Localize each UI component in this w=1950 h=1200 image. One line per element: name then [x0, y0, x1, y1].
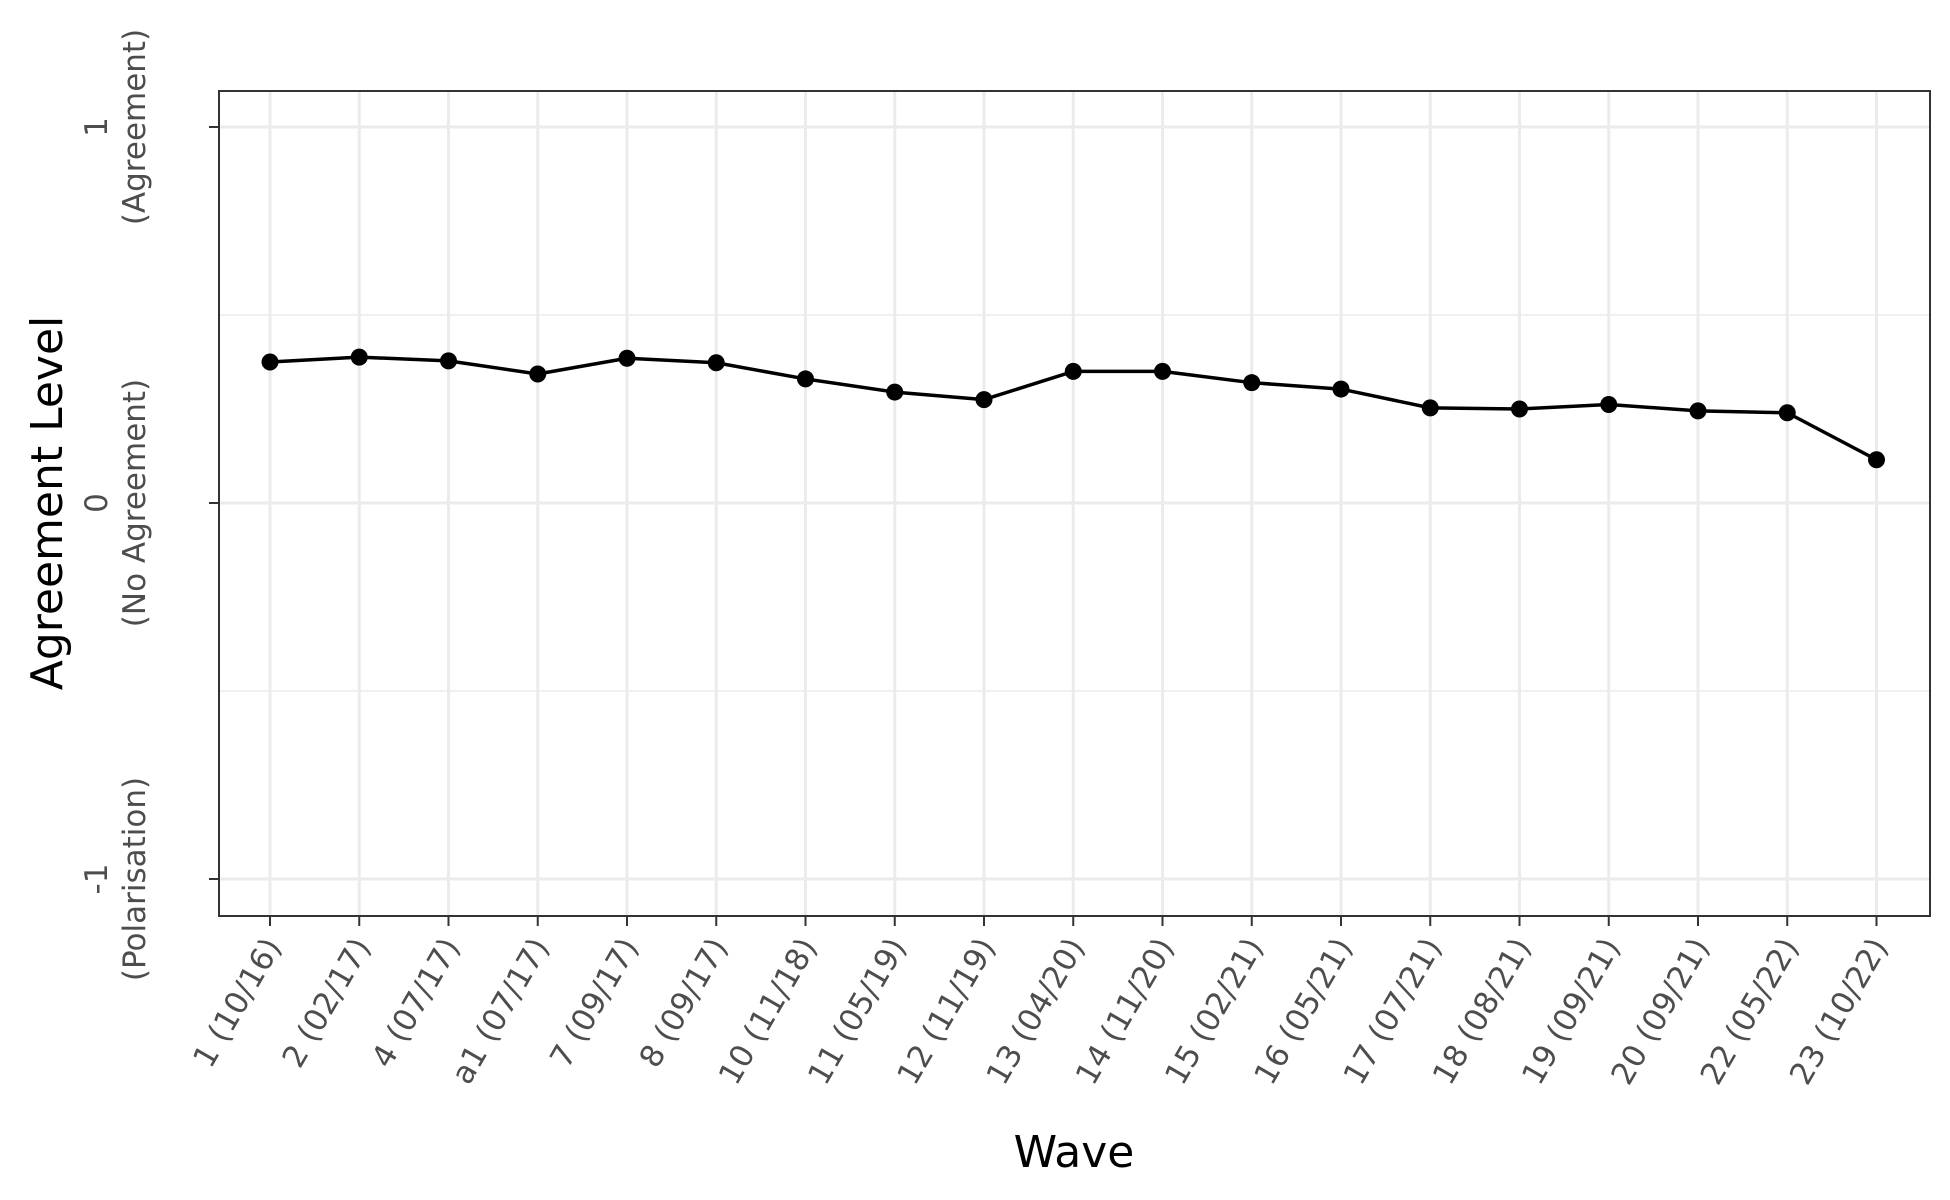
grid-lines — [219, 91, 1930, 916]
x-axis: 1 (10/16)2 (02/17)4 (07/17)a1 (07/17)7 (… — [186, 916, 1895, 1091]
data-point — [797, 370, 814, 388]
data-point — [1154, 362, 1171, 380]
data-point — [975, 391, 993, 409]
x-tick-label: 2 (02/17) — [275, 932, 378, 1074]
x-tick-label: 1 (10/16) — [186, 932, 289, 1074]
data-point — [707, 354, 725, 372]
data-point — [1064, 362, 1082, 380]
data-point — [1778, 404, 1796, 422]
series-layer — [261, 348, 1885, 469]
x-axis-title: Wave — [1014, 1127, 1135, 1178]
data-point — [886, 383, 904, 401]
y-tick-label: 0 — [79, 493, 115, 513]
y-axis-title: Agreement Level — [22, 316, 73, 691]
data-point — [1421, 399, 1439, 417]
data-point — [1600, 395, 1618, 413]
x-tick-label: 7 (09/17) — [543, 932, 646, 1074]
data-point — [440, 352, 457, 370]
x-tick-label: 4 (07/17) — [365, 932, 468, 1074]
y-tick-sublabel: (No Agreement) — [117, 379, 153, 627]
data-point — [529, 365, 547, 383]
data-point — [261, 353, 279, 371]
x-tick-label: 8 (09/17) — [632, 932, 735, 1074]
y-axis: 1 (Agreement) 0 (No Agreement) -1 (Polarisati… — [79, 29, 219, 981]
data-point — [1332, 380, 1350, 398]
data-point — [1689, 402, 1707, 420]
y-tick-sublabel: (Polarisation) — [117, 777, 153, 981]
data-point — [1511, 400, 1528, 418]
y-tick-label: 1 — [79, 117, 115, 137]
data-point — [350, 348, 368, 366]
data-point — [618, 349, 636, 367]
data-point — [1243, 374, 1261, 392]
y-tick-sublabel: (Agreement) — [117, 29, 153, 225]
y-tick-label: -1 — [79, 864, 115, 895]
data-point — [1868, 451, 1885, 469]
